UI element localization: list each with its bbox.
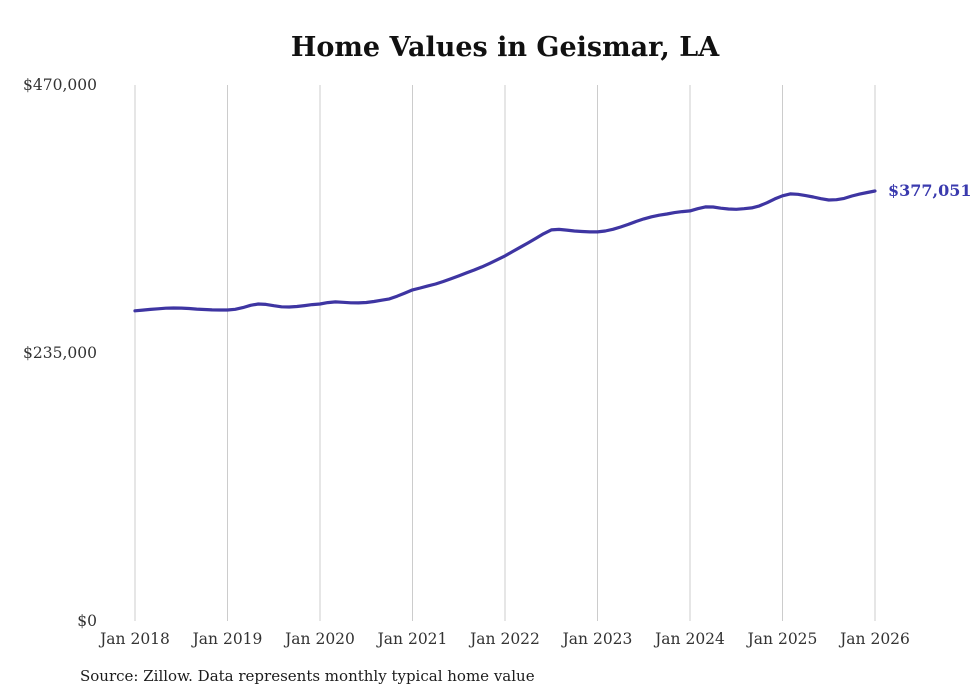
source-note: Source: Zillow. Data represents monthly …	[80, 667, 535, 685]
y-axis-tick-label: $0	[77, 612, 97, 630]
end-value-label: $377,051	[888, 181, 972, 200]
x-axis-tick-label: Jan 2026	[838, 630, 910, 648]
x-axis-tick-label: Jan 2020	[283, 630, 355, 648]
x-axis-tick-label: Jan 2023	[561, 630, 633, 648]
x-axis-tick-label: Jan 2022	[468, 630, 540, 648]
y-axis-tick-label: $470,000	[23, 76, 97, 94]
x-axis-tick-label: Jan 2019	[191, 630, 263, 648]
x-axis-tick-label: Jan 2024	[653, 630, 725, 648]
y-axis-tick-label: $235,000	[23, 344, 97, 362]
home-value-line	[133, 189, 877, 313]
chart-title: Home Values in Geismar, LA	[290, 32, 720, 63]
x-axis-tick-label: Jan 2025	[746, 630, 818, 648]
x-axis-tick-label: Jan 2018	[98, 630, 170, 648]
x-axis-tick-label: Jan 2021	[376, 630, 448, 648]
